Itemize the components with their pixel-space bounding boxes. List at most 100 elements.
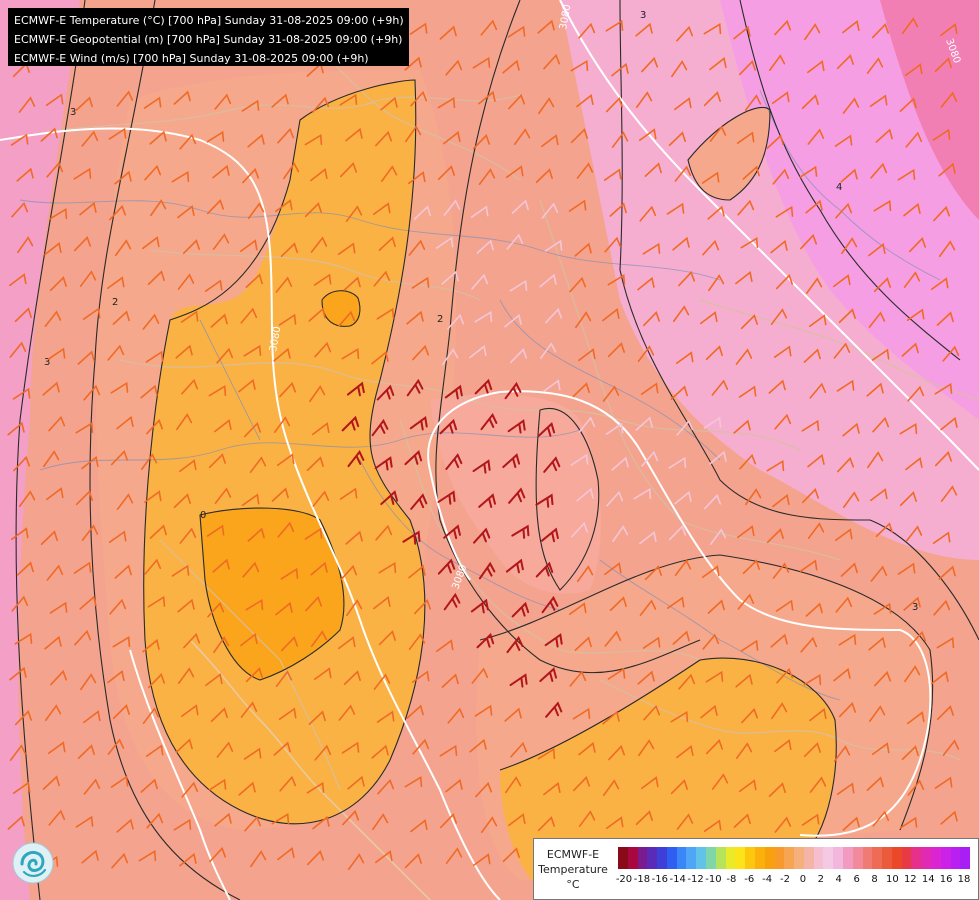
wind-barb [143, 96, 162, 109]
wind-barb [441, 673, 459, 688]
wind-barb [241, 493, 260, 506]
legend-swatch [872, 847, 883, 869]
wind-barb [283, 162, 300, 180]
wind-barb [740, 314, 758, 330]
wind-barb [507, 419, 526, 434]
legend-swatch [833, 847, 843, 869]
wind-barb [471, 667, 489, 684]
wind-barb [410, 819, 428, 833]
wind-barb [373, 596, 391, 610]
wind-barb [930, 277, 949, 291]
wind-barb [279, 381, 297, 398]
legend-tick: 4 [835, 874, 842, 885]
wind-barb [7, 421, 25, 436]
legend-tick: -6 [744, 874, 755, 885]
wind-barb [603, 168, 622, 181]
geopotential-label: 3080 [558, 4, 573, 31]
wind-barb [809, 708, 827, 722]
wind-barb [377, 778, 395, 795]
isotherm-labels: 2 2 3 3 4 0 3 3 [44, 10, 918, 613]
wind-barb [570, 453, 589, 466]
wind-barb [472, 853, 491, 867]
geopotential-label: 3080 [268, 326, 283, 353]
wind-barb [109, 204, 127, 221]
legend-swatch [852, 847, 863, 869]
wind-barb [308, 710, 326, 725]
wind-barb [140, 453, 158, 471]
wind-barb [934, 451, 953, 467]
legend-swatch [813, 847, 824, 869]
coastline [189, 639, 431, 900]
wind-barb [412, 738, 430, 755]
wind-barb [903, 271, 921, 288]
wind-barb [506, 636, 524, 654]
legend-unit: °C [566, 878, 580, 891]
wind-barb [443, 592, 461, 611]
wind-barb [541, 595, 559, 614]
wind-barb [310, 168, 328, 182]
wind-barb [735, 673, 753, 688]
wind-barb [709, 450, 727, 465]
wind-barb [509, 673, 528, 688]
wind-barb [14, 632, 33, 645]
wind-barb [676, 25, 694, 42]
wind-barb [372, 813, 389, 831]
wind-barb [47, 741, 66, 755]
wind-barb [145, 744, 164, 757]
wind-barb [869, 94, 888, 107]
wind-barb [575, 311, 592, 329]
wind-barb [709, 57, 727, 71]
wind-barb [306, 850, 325, 866]
wind-barb [934, 382, 953, 395]
wind-barb [905, 457, 923, 471]
wind-barb [838, 308, 856, 324]
wind-barb [502, 847, 520, 863]
wind-barb [602, 308, 620, 322]
isotherm-label: 3 [44, 357, 50, 368]
wind-barb [799, 165, 818, 178]
geopotential-south-west [129, 649, 231, 900]
legend-tick: -16 [651, 874, 668, 885]
wind-barb [442, 348, 459, 366]
wind-barb [578, 348, 596, 362]
wind-barb [83, 710, 101, 724]
wind-barb [404, 56, 422, 71]
wind-barb [244, 815, 262, 832]
wind-barb [375, 130, 393, 147]
wind-barb [47, 347, 66, 360]
wind-barb [644, 565, 662, 581]
wind-barb [150, 199, 167, 217]
wind-barb [142, 236, 160, 250]
wind-barb [376, 710, 395, 723]
wind-barb [576, 487, 594, 502]
wind-barb [313, 667, 332, 681]
wind-barb [740, 639, 759, 652]
wind-barb [609, 596, 627, 612]
wind-barb [46, 487, 64, 501]
wind-barb [345, 127, 363, 142]
wind-barb [899, 491, 917, 507]
legend-swatch [921, 847, 931, 869]
wind-barb [474, 704, 493, 717]
wind-barb [904, 665, 921, 683]
wind-barb [378, 630, 396, 646]
wind-barb [901, 342, 919, 357]
wind-barb [641, 56, 659, 73]
wind-barb [9, 666, 27, 681]
wind-barb [572, 776, 591, 792]
wind-barb [306, 781, 325, 794]
wind-barb [774, 739, 792, 753]
wind-barb [872, 416, 890, 433]
legend-swatch [931, 847, 941, 869]
wind-barb [936, 637, 955, 649]
wind-barb [16, 167, 34, 182]
wind-barb [809, 382, 827, 399]
wind-barb [535, 168, 553, 184]
wind-barb [801, 94, 819, 110]
temperature-legend: ECMWF-E Temperature °C -20 -18 -16 -14 -12 -1… [533, 838, 979, 900]
wind-barb [10, 527, 29, 541]
wind-barb [505, 165, 524, 179]
wind-barb [703, 416, 722, 429]
wind-barb [805, 602, 823, 617]
wind-barb [942, 739, 960, 756]
